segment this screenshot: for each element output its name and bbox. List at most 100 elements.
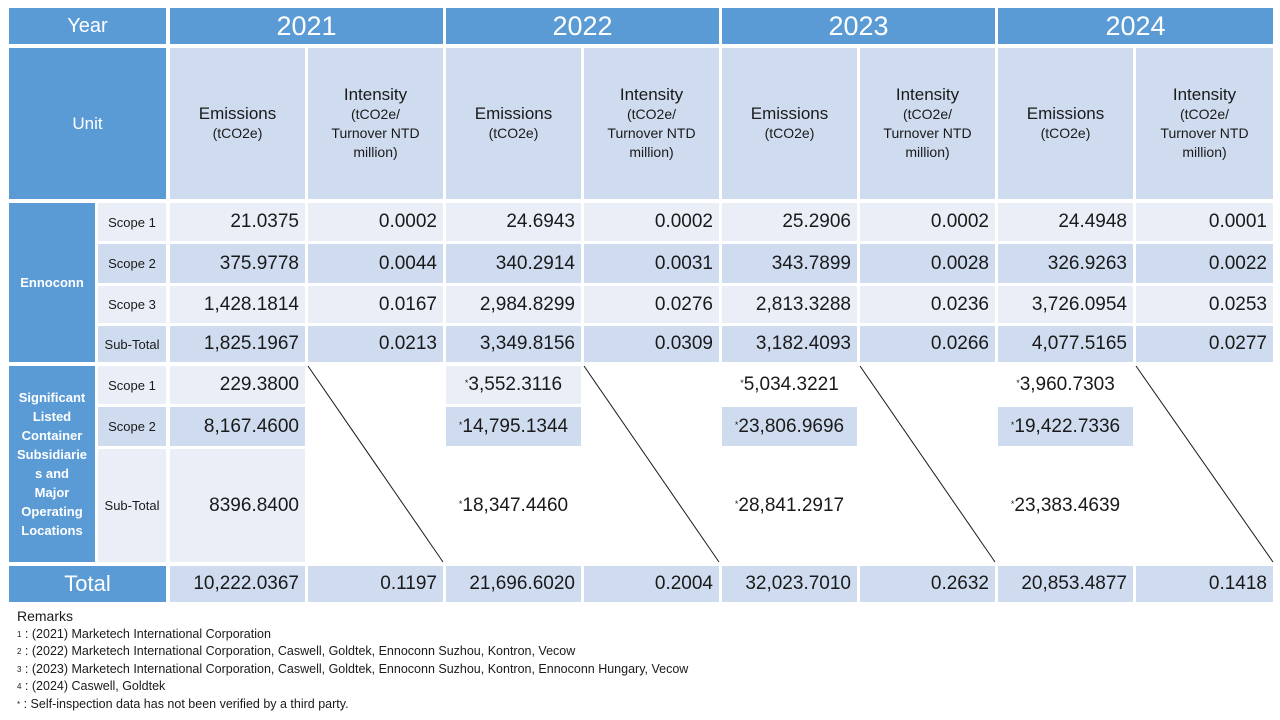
intensity-unit-line: million) <box>629 144 674 160</box>
asterisk-mark: * <box>734 498 739 509</box>
ennoconn-value-cell: 0.0002 <box>584 203 719 241</box>
subsidiaries-value: 3,960.7303 <box>1019 374 1115 395</box>
subsidiaries-label-line: Major <box>34 485 70 500</box>
ennoconn-value-cell: 24.6943 <box>446 203 581 241</box>
intensity-title: Intensity <box>619 85 684 104</box>
remark-text: Caswell, Goldtek <box>71 679 166 693</box>
intensity-unit-line: Turnover NTD <box>1160 125 1249 141</box>
ennoconn-value-cell: 0.0002 <box>860 203 995 241</box>
intensity-na-cell-2022 <box>584 366 719 562</box>
ennoconn-value-cell: 0.0276 <box>584 286 719 323</box>
ennoconn-value-cell: 1,825.1967 <box>170 326 305 362</box>
subsidiaries-value-cell: 8,167.4600 <box>170 407 305 446</box>
ennoconn-value-cell: 0.0022 <box>1136 244 1273 283</box>
asterisk-mark: * <box>1016 378 1020 388</box>
scope-label: Scope 2 <box>98 244 166 283</box>
intensity-unit-line: (tCO2e/ <box>626 106 676 122</box>
ennoconn-value-cell: 2,813.3288 <box>722 286 857 323</box>
ennoconn-value-cell: 25.2906 <box>722 203 857 241</box>
intensity-na-cell-2023 <box>860 366 995 562</box>
year-header: Year <box>9 8 166 44</box>
subsidiaries-label-line: Container <box>21 428 83 443</box>
total-value-cell: 21,696.6020 <box>446 566 581 602</box>
subsidiaries-label-line: Locations <box>21 523 83 538</box>
subsidiaries-value-cell: * 23,806.9696 <box>722 407 857 446</box>
ennoconn-value-cell: 3,182.4093 <box>722 326 857 362</box>
subsidiaries-value-cell: * 14,795.1344 <box>446 407 581 446</box>
ennoconn-value-cell: 0.0002 <box>308 203 443 241</box>
total-value-cell: 0.1418 <box>1136 566 1273 602</box>
intensity-unit-line: (tCO2e/ <box>1179 106 1229 122</box>
subsidiaries-value-cell: * 19,422.7336 <box>998 407 1133 446</box>
ennoconn-value-cell: 0.0253 <box>1136 286 1273 323</box>
unit-header: Unit <box>9 48 166 199</box>
emissions-unit: (tCO2e) <box>212 125 263 141</box>
remarks-title: Remarks <box>17 608 74 624</box>
intensity-na-cell-2021 <box>308 366 443 562</box>
intensity-title: Intensity <box>895 85 960 104</box>
remark-text: Marketech International Corporation <box>71 626 271 641</box>
emissions-title: Emissions <box>1026 104 1105 123</box>
ennoconn-value-cell: 4,077.5165 <box>998 326 1133 362</box>
footnote-mark: 1 <box>17 629 22 639</box>
year-2021-header: 2021 <box>170 8 443 44</box>
remark-note: 2 : (2022) Marketech International Corpo… <box>17 644 576 658</box>
asterisk-mark: * <box>458 498 463 509</box>
intensity-unit-line: million) <box>353 144 398 160</box>
footnote-mark: 2 <box>17 647 22 656</box>
ennoconn-value-cell: 2,984.8299 <box>446 286 581 323</box>
emissions-title: Emissions <box>750 104 829 123</box>
intensity-unit-line: Turnover NTD <box>331 125 420 141</box>
ennoconn-value-cell: 0.0044 <box>308 244 443 283</box>
subsidiaries-label-line: Listed <box>32 409 72 424</box>
ennoconn-value-cell: 0.0167 <box>308 286 443 323</box>
asterisk-mark: * <box>1010 498 1015 509</box>
remark-text: Marketech International Corporation, Cas… <box>71 644 576 658</box>
emissions-header-2021: Emissions (tCO2e) <box>170 48 305 199</box>
emissions-unit: (tCO2e) <box>764 125 815 141</box>
asterisk-mark: * <box>464 378 469 388</box>
total-label: Total <box>9 566 166 602</box>
emissions-header-2023: Emissions (tCO2e) <box>722 48 857 199</box>
remark-text: Self-inspection data has not been verifi… <box>30 696 349 711</box>
ennoconn-value-cell: 0.0236 <box>860 286 995 323</box>
intensity-header-2021: Intensity (tCO2e/ Turnover NTD million) <box>308 48 443 199</box>
subsidiaries-label-line: Significant <box>18 390 86 405</box>
subsidiaries-value: 23,806.9696 <box>738 415 845 437</box>
total-value-cell: 20,853.4877 <box>998 566 1133 602</box>
emissions-header-2022: Emissions (tCO2e) <box>446 48 581 199</box>
ennoconn-group-label: Ennoconn <box>9 203 95 362</box>
emissions-header-2024: Emissions (tCO2e) <box>998 48 1133 199</box>
subsidiaries-value-cell: * 23,383.4639 <box>998 449 1133 562</box>
ennoconn-value-cell: 21.0375 <box>170 203 305 241</box>
ennoconn-value-cell: 375.9778 <box>170 244 305 283</box>
emissions-title: Emissions <box>198 104 277 123</box>
intensity-unit-line: million) <box>1182 144 1227 160</box>
ennoconn-value-cell: 1,428.1814 <box>170 286 305 323</box>
subsidiaries-value-cell: * 5,034.3221 <box>722 366 857 404</box>
remark-note-asterisk: * : Self-inspection data has not been ve… <box>17 696 349 711</box>
intensity-unit-line: million) <box>905 144 950 160</box>
subsidiaries-value-cell: * 3,552.3116 <box>446 366 581 404</box>
year-2024-header: 2024 <box>998 8 1273 44</box>
remark-year: (2024) <box>31 679 69 693</box>
scope-label: Sub-Total <box>98 449 166 562</box>
asterisk-mark: * <box>458 419 463 430</box>
subsidiaries-value-cell: * 28,841.2917 <box>722 449 857 562</box>
ennoconn-value-cell: 0.0028 <box>860 244 995 283</box>
total-value-cell: 0.2004 <box>584 566 719 602</box>
intensity-title: Intensity <box>1172 85 1237 104</box>
subsidiaries-value: 18,347.4460 <box>462 494 569 516</box>
remark-year: (2023) <box>31 661 69 676</box>
ennoconn-value-cell: 3,726.0954 <box>998 286 1133 323</box>
footnote-mark: 4 <box>17 682 22 691</box>
total-value-cell: 0.1197 <box>308 566 443 602</box>
remark-note: 4 : (2024) Caswell, Goldtek <box>17 679 166 693</box>
emissions-unit: (tCO2e) <box>488 125 539 141</box>
remark-note: 3 : (2023) Marketech International Corpo… <box>17 661 689 676</box>
ennoconn-value-cell: 0.0277 <box>1136 326 1273 362</box>
ennoconn-value-cell: 0.0031 <box>584 244 719 283</box>
emissions-unit: (tCO2e) <box>1040 125 1091 141</box>
subsidiaries-group-label: Significant Listed Container Subsidiarie… <box>9 366 95 562</box>
asterisk-mark: * <box>734 419 739 430</box>
